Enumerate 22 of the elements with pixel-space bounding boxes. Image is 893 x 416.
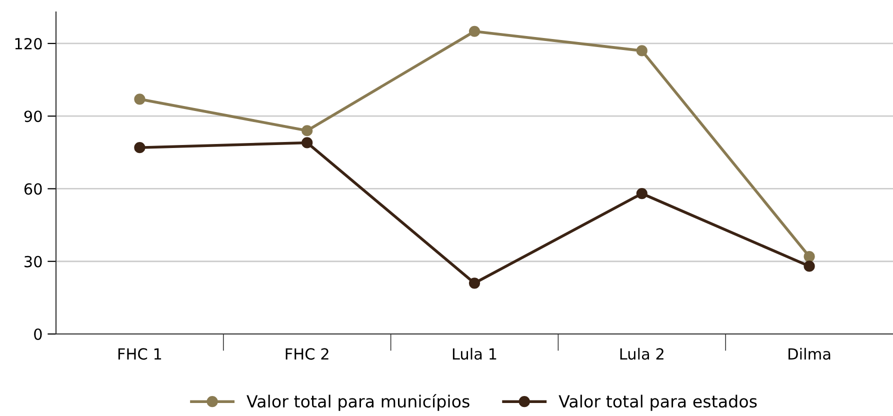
point: [804, 250, 815, 262]
point: [134, 94, 146, 105]
y-tick-label: 90: [24, 110, 42, 122]
point: [302, 125, 313, 136]
x-tick-label: Dilma: [788, 348, 830, 360]
point: [468, 26, 480, 37]
x-tick-label: FHC 1: [118, 348, 162, 360]
x-tick-label: Lula 1: [452, 348, 496, 360]
x-tick-label: FHC 2: [286, 348, 328, 360]
point: [302, 137, 313, 148]
point: [468, 278, 480, 289]
legend-label: Valor total para municípios: [246, 394, 470, 411]
y-tick-label: 30: [24, 256, 42, 268]
x-tick-label: Lula 2: [620, 348, 664, 360]
y-tick-label: 120: [15, 38, 42, 50]
point: [636, 188, 648, 200]
point: [804, 260, 815, 272]
legend-label: Valor total para estados: [558, 394, 757, 411]
y-tick-label: 60: [24, 183, 42, 195]
point: [636, 45, 648, 56]
point: [134, 142, 146, 154]
y-tick-label: 0: [34, 328, 42, 340]
